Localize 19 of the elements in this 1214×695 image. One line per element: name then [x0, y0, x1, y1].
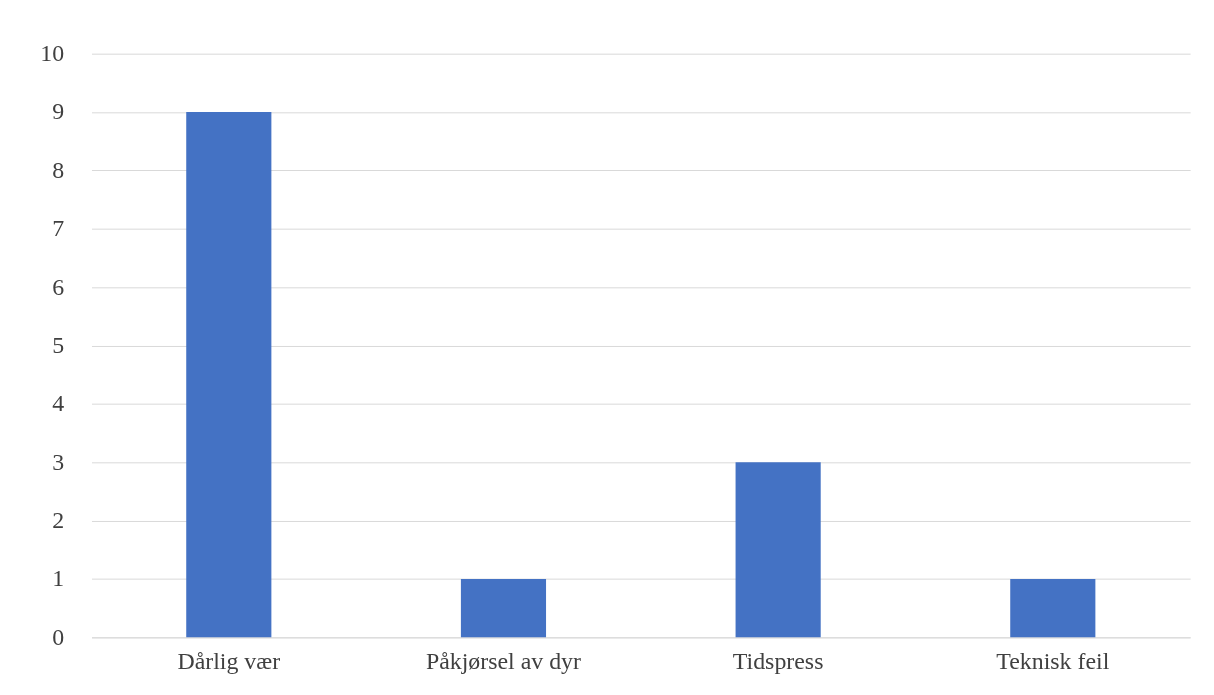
y-tick-label: 4	[52, 390, 65, 417]
x-tick-label: Tidspress	[732, 647, 824, 674]
y-tick-label: 0	[52, 623, 65, 650]
y-tick-label: 8	[52, 156, 65, 183]
y-tick-label: 1	[52, 565, 65, 592]
bar	[186, 112, 272, 638]
y-tick-label: 3	[52, 448, 65, 475]
y-tick-label: 2	[52, 507, 65, 534]
y-tick-label: 7	[52, 215, 65, 242]
bar	[460, 578, 547, 638]
y-tick-label: 5	[52, 331, 65, 358]
bar	[1010, 578, 1096, 638]
y-tick-label: 10	[40, 40, 65, 67]
x-tick-label: Dårlig vær	[177, 647, 281, 674]
x-tick-label: Teknisk feil	[996, 647, 1110, 674]
bar	[735, 462, 821, 638]
y-tick-label: 6	[52, 273, 65, 300]
x-tick-label: Påkjørsel av dyr	[425, 647, 582, 674]
y-tick-label: 9	[52, 98, 65, 125]
